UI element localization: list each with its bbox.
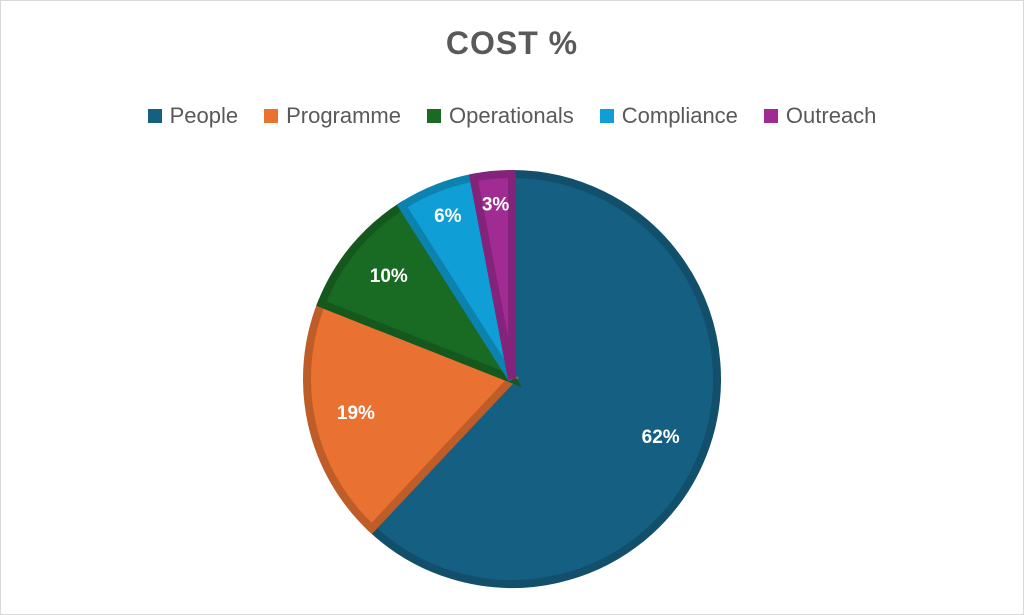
legend-swatch-programme <box>264 109 279 123</box>
legend-label-operationals: Operationals <box>449 103 574 128</box>
pie-slice-outreach <box>468 169 516 380</box>
data-label-compliance: 6% <box>434 206 462 227</box>
data-label-outreach: 3% <box>482 195 510 216</box>
legend-item-programme: Programme <box>264 103 401 129</box>
legend-swatch-compliance <box>599 109 614 123</box>
legend-item-outreach: Outreach <box>763 103 877 129</box>
legend-swatch-operationals <box>427 109 441 123</box>
pie-slice-operationals <box>316 200 522 388</box>
data-label-operationals: 10% <box>370 266 408 287</box>
legend-item-compliance: Compliance <box>599 103 738 129</box>
legend-label-outreach: Outreach <box>785 103 877 128</box>
legend-item-operationals: Operationals <box>427 103 574 129</box>
chart-title: COST % <box>445 25 579 61</box>
legend-label-programme: Programme <box>286 103 401 128</box>
legend-label-people: People <box>169 103 239 128</box>
data-label-programme: 19% <box>337 403 375 424</box>
legend-label-compliance: Compliance <box>621 103 738 128</box>
legend: People Programme Operationals Compliance… <box>1 103 1023 129</box>
data-label-people: 62% <box>642 427 680 448</box>
legend-item-people: People <box>147 103 239 129</box>
pie-slice-people <box>366 169 721 588</box>
legend-swatch-people <box>147 109 162 123</box>
legend-swatch-outreach <box>763 109 778 123</box>
